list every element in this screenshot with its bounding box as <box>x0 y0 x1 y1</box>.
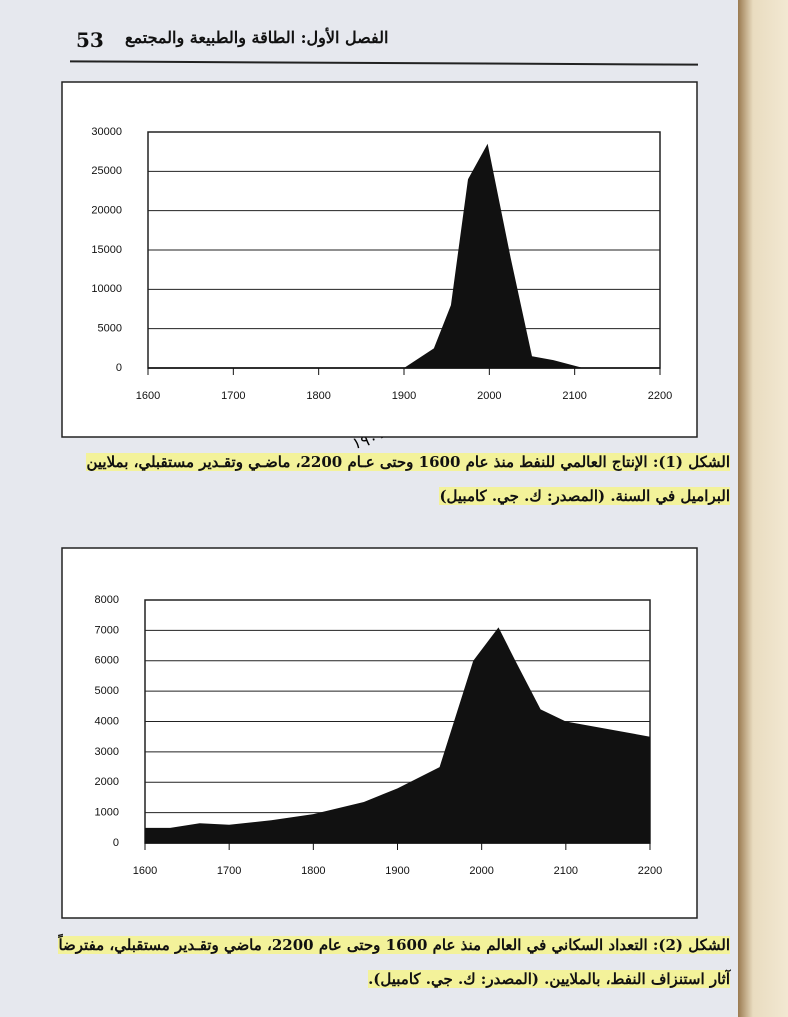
x-tick-label: 2200 <box>638 865 662 877</box>
caption: الشكل (1): الإنتاج العالمي للنفط منذ عام… <box>50 445 730 513</box>
y-tick-label: 7000 <box>95 624 119 636</box>
x-tick-label: 1800 <box>306 390 330 402</box>
y-tick-label: 2000 <box>95 776 119 788</box>
x-tick-label: 2000 <box>469 865 493 877</box>
y-tick-label: 20000 <box>91 205 122 217</box>
x-tick-label: 1700 <box>217 865 241 877</box>
page-edge <box>738 0 788 1017</box>
x-tick-label: 1600 <box>136 390 160 402</box>
x-tick-label: 2100 <box>562 390 586 402</box>
area <box>148 143 584 368</box>
y-tick-label: 5000 <box>98 323 122 335</box>
x-tick-label: 1900 <box>392 390 416 402</box>
y-tick-label: 0 <box>113 837 119 849</box>
x-tick-label: 2000 <box>477 390 501 402</box>
y-tick-label: 3000 <box>95 746 119 758</box>
x-tick-label: 1900 <box>385 865 409 877</box>
x-tick-label: 1800 <box>301 865 325 877</box>
y-tick-label: 0 <box>116 362 122 374</box>
x-tick-label: 2200 <box>648 390 672 402</box>
y-tick-label: 6000 <box>95 655 119 667</box>
y-tick-label: 5000 <box>95 685 119 697</box>
header-title: الفصل الأول: الطاقة والطبيعة والمجتمع <box>125 28 389 47</box>
x-tick-label: 2100 <box>554 865 578 877</box>
y-tick-label: 10000 <box>91 283 122 295</box>
y-tick-label: 8000 <box>95 594 119 606</box>
caption-text: الشكل (1): الإنتاج العالمي للنفط منذ عام… <box>86 453 730 505</box>
caption: الشكل (2): التعداد السكاني في العالم منذ… <box>50 928 730 996</box>
y-tick-label: 4000 <box>95 715 119 727</box>
y-tick-label: 30000 <box>91 126 122 138</box>
y-tick-label: 1000 <box>95 807 119 819</box>
y-tick-label: 15000 <box>91 244 122 256</box>
page-number: 53 <box>76 28 104 52</box>
x-tick-label: 1600 <box>133 865 157 877</box>
x-tick-label: 1700 <box>221 390 245 402</box>
area <box>145 627 650 843</box>
caption-text: الشكل (2): التعداد السكاني في العالم منذ… <box>58 936 730 988</box>
y-tick-label: 25000 <box>91 165 122 177</box>
